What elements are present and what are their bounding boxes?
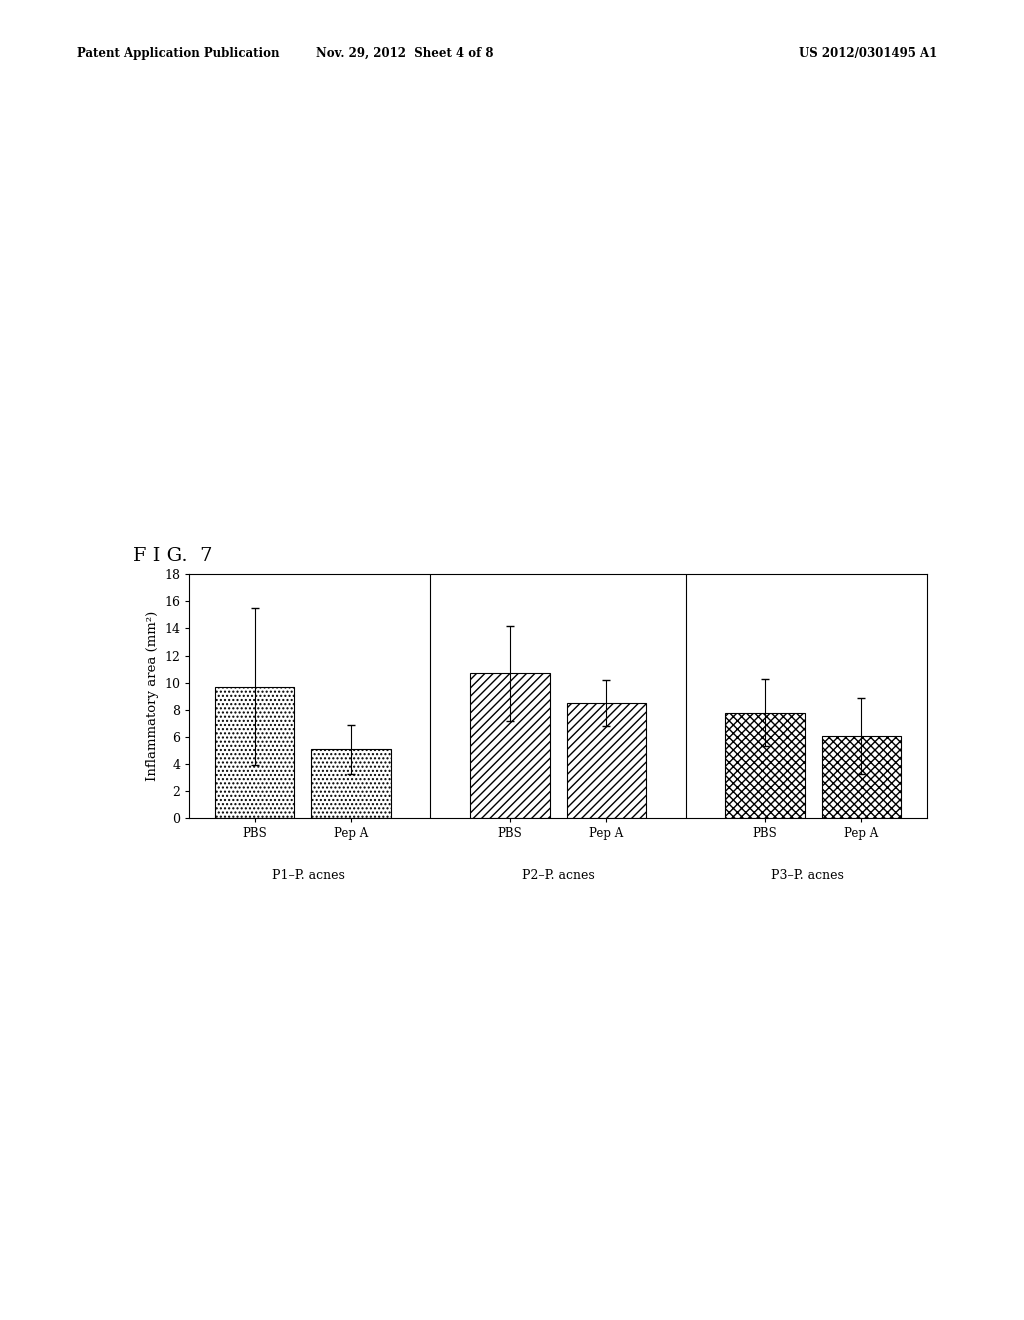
Bar — [215, 686, 294, 818]
Y-axis label: Inflammatory area (mm²): Inflammatory area (mm²) — [145, 611, 159, 781]
Text: US 2012/0301495 A1: US 2012/0301495 A1 — [799, 46, 937, 59]
Text: P2–P. acnes: P2–P. acnes — [521, 869, 595, 882]
Text: P1–P. acnes: P1–P. acnes — [272, 869, 345, 882]
Bar — [725, 713, 805, 818]
Bar — [470, 673, 550, 818]
Text: F I G.  7: F I G. 7 — [133, 546, 213, 565]
Text: Nov. 29, 2012  Sheet 4 of 8: Nov. 29, 2012 Sheet 4 of 8 — [315, 46, 494, 59]
Bar — [822, 735, 901, 818]
Text: P3–P. acnes: P3–P. acnes — [771, 869, 844, 882]
Bar — [566, 704, 646, 818]
Bar — [311, 750, 391, 818]
Text: Patent Application Publication: Patent Application Publication — [77, 46, 280, 59]
